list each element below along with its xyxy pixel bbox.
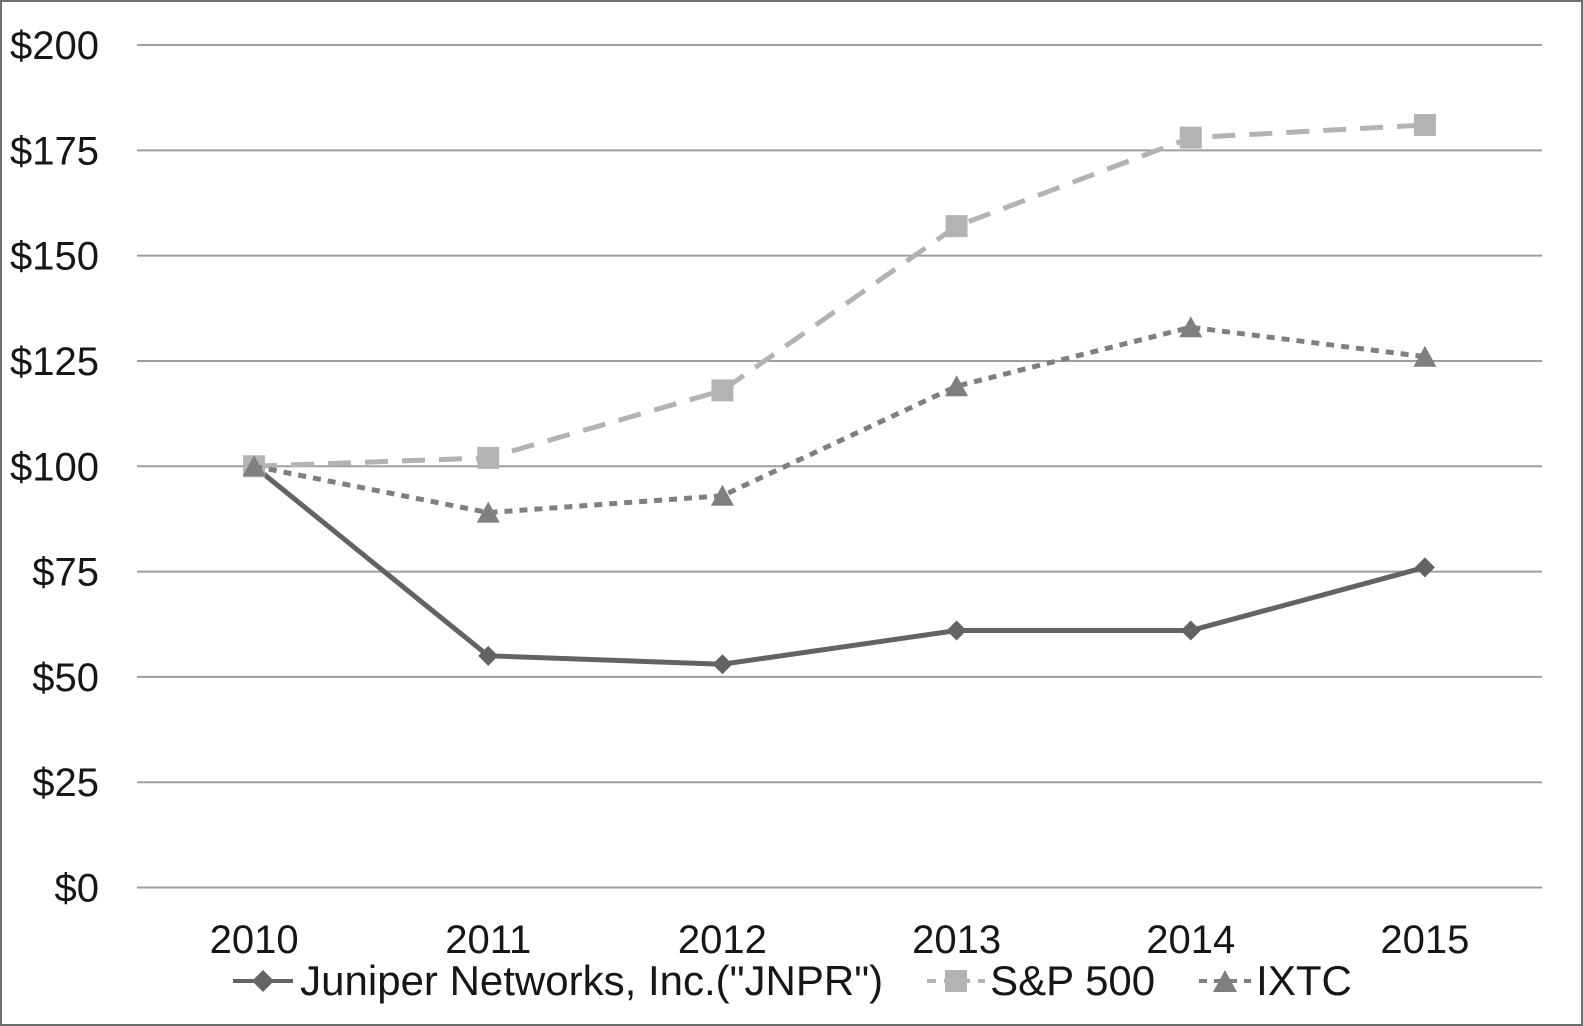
jnpr-marker-2012 bbox=[712, 654, 733, 675]
x-tick-label: 2013 bbox=[912, 918, 1001, 962]
y-tick-label: $100 bbox=[10, 445, 99, 489]
triangle-series-marker-icon bbox=[1199, 970, 1252, 992]
legend-item-ixtc: IXTC bbox=[1199, 960, 1352, 1002]
jnpr-line bbox=[252, 464, 1426, 667]
y-tick-label: $25 bbox=[32, 761, 99, 805]
y-tick-label: $50 bbox=[32, 656, 99, 700]
y-tick-label: $175 bbox=[10, 129, 99, 173]
legend-label-sp500: S&P 500 bbox=[990, 957, 1156, 1004]
legend-item-sp500: S&P 500 bbox=[927, 960, 1155, 1002]
jnpr-marker-2011 bbox=[478, 645, 499, 666]
sp500-marker-2011 bbox=[477, 446, 500, 469]
x-tick-label: 2012 bbox=[678, 918, 767, 962]
x-tick-label: 2015 bbox=[1380, 918, 1469, 962]
ixtc-marker-2010 bbox=[242, 455, 266, 477]
legend-item-jnpr: Juniper Networks, Inc.("JNPR") bbox=[231, 960, 883, 1002]
ixtc-marker-2011 bbox=[476, 501, 500, 523]
sp500-marker-2014 bbox=[1179, 126, 1202, 149]
legend-label-jnpr: Juniper Networks, Inc.("JNPR") bbox=[300, 957, 884, 1004]
ixtc-line bbox=[253, 324, 1426, 516]
jnpr-marker-2015 bbox=[1414, 557, 1435, 578]
sp500-square-icon bbox=[945, 970, 968, 992]
ixtc-marker-2012 bbox=[710, 484, 734, 506]
ixtc-marker-2013 bbox=[945, 375, 969, 397]
x-tick-label: 2011 bbox=[445, 918, 531, 962]
y-tick-label: $125 bbox=[10, 340, 99, 384]
sp500-marker-2013 bbox=[945, 215, 968, 238]
square-series-marker-icon bbox=[927, 970, 986, 992]
ixtc-marker-2014 bbox=[1179, 316, 1203, 338]
x-tick-label: 2014 bbox=[1146, 918, 1235, 962]
sp500-marker-2015 bbox=[1413, 114, 1436, 137]
jnpr-marker-2013 bbox=[946, 620, 967, 641]
x-tick-label: 2010 bbox=[210, 918, 299, 962]
y-tick-label: $75 bbox=[32, 551, 99, 595]
sp500-marker-2012 bbox=[711, 379, 734, 402]
diamond-series-marker-icon bbox=[233, 970, 294, 992]
ixtc-marker-2015 bbox=[1413, 345, 1437, 367]
jnpr-diamond-icon bbox=[252, 970, 275, 992]
y-tick-label: $200 bbox=[10, 24, 99, 68]
y-tick-label: $0 bbox=[55, 867, 100, 911]
y-tick-label: $150 bbox=[10, 235, 99, 279]
ixtc-triangle-icon bbox=[1213, 970, 1238, 992]
sp500-line bbox=[253, 122, 1426, 469]
legend-label-ixtc: IXTC bbox=[1256, 957, 1352, 1004]
jnpr-marker-2014 bbox=[1180, 620, 1201, 641]
chart-legend: Juniper Networks, Inc.("JNPR") S&P 500 I… bbox=[2, 960, 1581, 1002]
